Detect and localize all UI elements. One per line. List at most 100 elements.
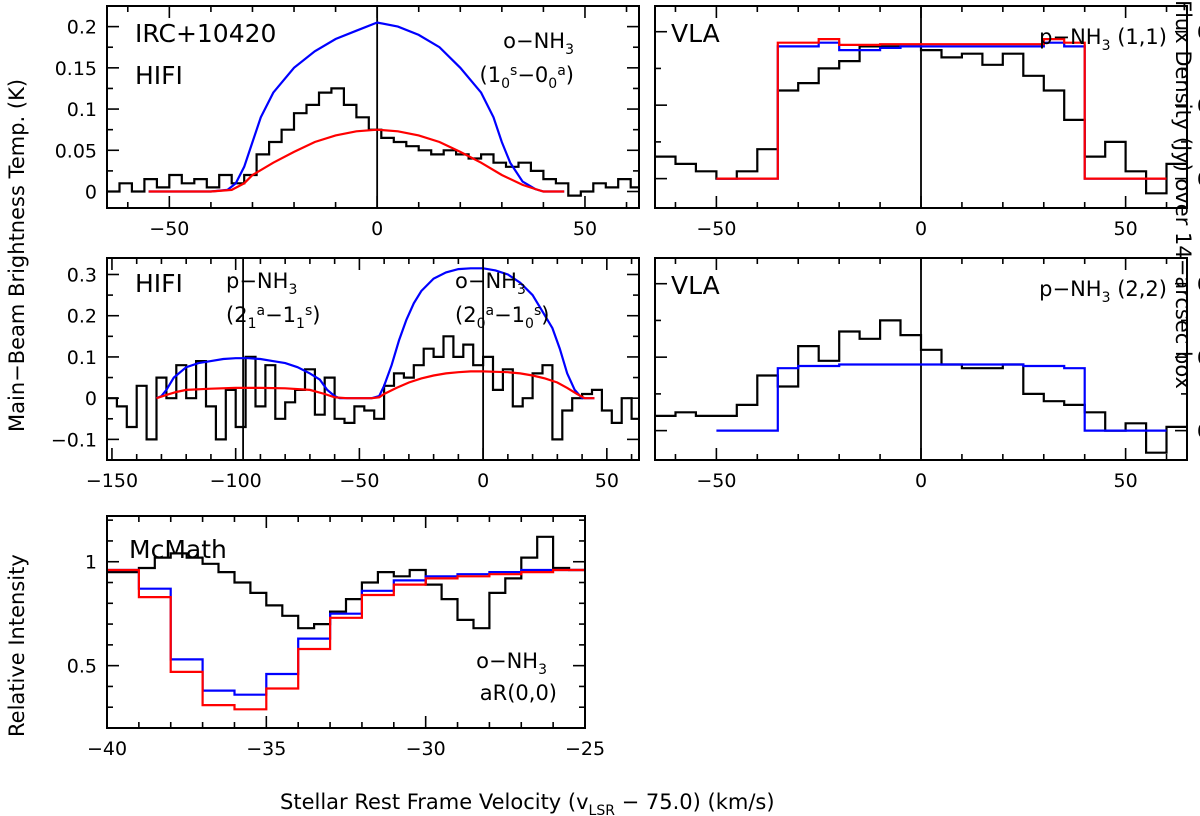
transition-label-species: p−NH3 (1,1) bbox=[1039, 25, 1167, 54]
x-tick-label: 0 bbox=[371, 218, 383, 240]
series-line-black bbox=[107, 535, 585, 630]
series-group bbox=[107, 267, 639, 441]
transition-label-species-name: p−NH bbox=[1039, 277, 1101, 301]
x-axis-label-tail: − 75.0) (km/s) bbox=[615, 790, 775, 814]
transition-label-line: (1,1) bbox=[1111, 25, 1167, 49]
instrument-label: VLA bbox=[671, 271, 720, 300]
y-tick-label: 0 bbox=[85, 388, 97, 410]
series-line-black bbox=[107, 87, 639, 197]
series-group bbox=[107, 535, 585, 711]
y-tick-label: 0.2 bbox=[67, 17, 97, 39]
y-tick-label: −0.1 bbox=[51, 429, 97, 451]
transition-label-quantum: (10s−00a) bbox=[480, 63, 574, 92]
y-tick-label: 0.2 bbox=[67, 306, 97, 328]
x-tick-label: −100 bbox=[210, 470, 262, 492]
y-tick-label: 0 bbox=[85, 182, 97, 204]
y-axis-label-bottom: Relative Intensity bbox=[5, 554, 29, 737]
series-line-black bbox=[655, 319, 1187, 454]
x-axis-label-main: Stellar Rest Frame Velocity (v bbox=[280, 790, 589, 814]
transition-label-para-quantum-part: a bbox=[256, 303, 265, 319]
instrument-label: McMath bbox=[129, 535, 227, 564]
transition-label-ortho-quantum-part: s bbox=[534, 303, 541, 319]
x-tick-label: −30 bbox=[406, 738, 446, 760]
x-axis-label: Stellar Rest Frame Velocity (vLSR − 75.0… bbox=[280, 790, 775, 816]
y-tick-label: 0.5 bbox=[67, 656, 97, 678]
transition-label-species: o−NH3 bbox=[476, 649, 547, 678]
transition-label-para-quantum: (21a−11s) bbox=[226, 303, 320, 332]
x-tick-label: −35 bbox=[246, 738, 286, 760]
transition-label-ortho-species: o−NH3 bbox=[455, 269, 526, 298]
transition-label-species-name: o−NH bbox=[503, 29, 565, 53]
panel-mid-right: −50 0 50 0 0.01 0.02 VLA p−NH3 (2,2) bbox=[654, 257, 1200, 492]
y-tick-label: 0.05 bbox=[55, 140, 97, 162]
transition-label-para-species-sub: 3 bbox=[288, 282, 297, 298]
x-tick-label: −40 bbox=[87, 738, 127, 760]
transition-label-quantum-part: s bbox=[510, 63, 517, 79]
x-tick-label: 50 bbox=[1114, 218, 1138, 240]
transition-label-quantum-part: −0 bbox=[517, 63, 548, 87]
series-line-black bbox=[655, 45, 1187, 195]
y-tick-label: 0.01 bbox=[1197, 347, 1200, 369]
transition-label-para-quantum-part: −1 bbox=[265, 303, 296, 327]
panel-top-right: −50 0 50 0 0.01 0.02 VLA p−NH3 (1,1) bbox=[654, 5, 1200, 240]
series-line-blue bbox=[716, 41, 1167, 180]
y-tick-label: 0.01 bbox=[1197, 95, 1200, 117]
transition-label-para-quantum-part: 1 bbox=[296, 316, 305, 332]
transition-label-para-quantum-part: (2 bbox=[226, 303, 248, 327]
y-axis-label-left: Main−Beam Brightness Temp. (K) bbox=[5, 79, 29, 432]
instrument-label: HIFI bbox=[135, 61, 183, 90]
transition-label-ortho-quantum-part: (2 bbox=[455, 303, 477, 327]
transition-label-species: p−NH3 (2,2) bbox=[1039, 277, 1167, 306]
x-tick-label: 50 bbox=[1114, 470, 1138, 492]
transition-label-ortho-species-name: o−NH bbox=[455, 269, 517, 293]
x-tick-label: −25 bbox=[565, 738, 605, 760]
x-tick-label: −150 bbox=[86, 470, 138, 492]
transition-label-quantum-part: 0 bbox=[501, 76, 510, 92]
plot-frame bbox=[106, 257, 640, 461]
series-line-blue bbox=[107, 568, 585, 696]
series-group bbox=[655, 38, 1187, 195]
y-tick-label: 0.15 bbox=[55, 58, 97, 80]
transition-label-para-species: p−NH3 bbox=[226, 269, 297, 298]
y-tick-label: 0.3 bbox=[67, 264, 97, 286]
y-tick-label: 0.02 bbox=[1197, 274, 1200, 296]
series-line-red bbox=[148, 128, 565, 193]
transition-label-species-sub: 3 bbox=[1102, 290, 1111, 306]
series-line-red bbox=[716, 38, 1167, 180]
x-tick-label: 0 bbox=[915, 470, 927, 492]
transition-label-species: o−NH3 bbox=[503, 29, 574, 58]
x-axis-label-sub: LSR bbox=[589, 803, 616, 816]
transition-label-line: aR(0,0) bbox=[480, 681, 557, 705]
panel-bottom-left: −40 −35 −30 −25 0.5 1 McMath o−NH3 aR(0,0) bbox=[67, 515, 605, 760]
transition-label-species-sub: 3 bbox=[1102, 38, 1111, 54]
instrument-label: VLA bbox=[671, 19, 720, 48]
series-line-red bbox=[156, 370, 595, 400]
transition-label-para-quantum-part: s bbox=[305, 303, 312, 319]
y-tick-label: 0 bbox=[1197, 169, 1200, 191]
transition-label-para-species-name: p−NH bbox=[226, 269, 288, 293]
transition-label-ortho-quantum-part: 0 bbox=[477, 316, 486, 332]
transition-label-quantum-part: a bbox=[557, 63, 566, 79]
x-tick-label: −50 bbox=[696, 218, 736, 240]
transition-label-ortho-quantum-part: a bbox=[485, 303, 494, 319]
series-group bbox=[655, 319, 1187, 454]
transition-label-ortho-quantum-part: −1 bbox=[494, 303, 525, 327]
y-tick-label: 1 bbox=[85, 552, 97, 574]
x-tick-label: 50 bbox=[595, 470, 619, 492]
series-line-blue bbox=[156, 267, 595, 400]
transition-label-ortho-species-sub: 3 bbox=[517, 282, 526, 298]
transition-label-ortho-quantum-part: ) bbox=[541, 303, 549, 327]
x-tick-label: 50 bbox=[573, 218, 597, 240]
object-label: IRC+10420 bbox=[135, 19, 276, 48]
series-line-red bbox=[107, 568, 585, 711]
y-tick-label: 0.02 bbox=[1197, 22, 1200, 44]
series-group bbox=[107, 21, 639, 197]
x-tick-label: −50 bbox=[149, 218, 189, 240]
y-tick-label: 0 bbox=[1197, 421, 1200, 443]
y-axis-label-right: Flux Density (Jy) over 14−arcsec box bbox=[1171, 0, 1195, 389]
transition-label-ortho-quantum: (20a−10s) bbox=[455, 303, 549, 332]
y-tick-label: 0.1 bbox=[67, 347, 97, 369]
x-tick-label: 0 bbox=[915, 218, 927, 240]
panel-mid-left: −150 −100 −50 0 50−0.100.10.20.3 HIFI p−NH3(21… bbox=[51, 257, 640, 492]
